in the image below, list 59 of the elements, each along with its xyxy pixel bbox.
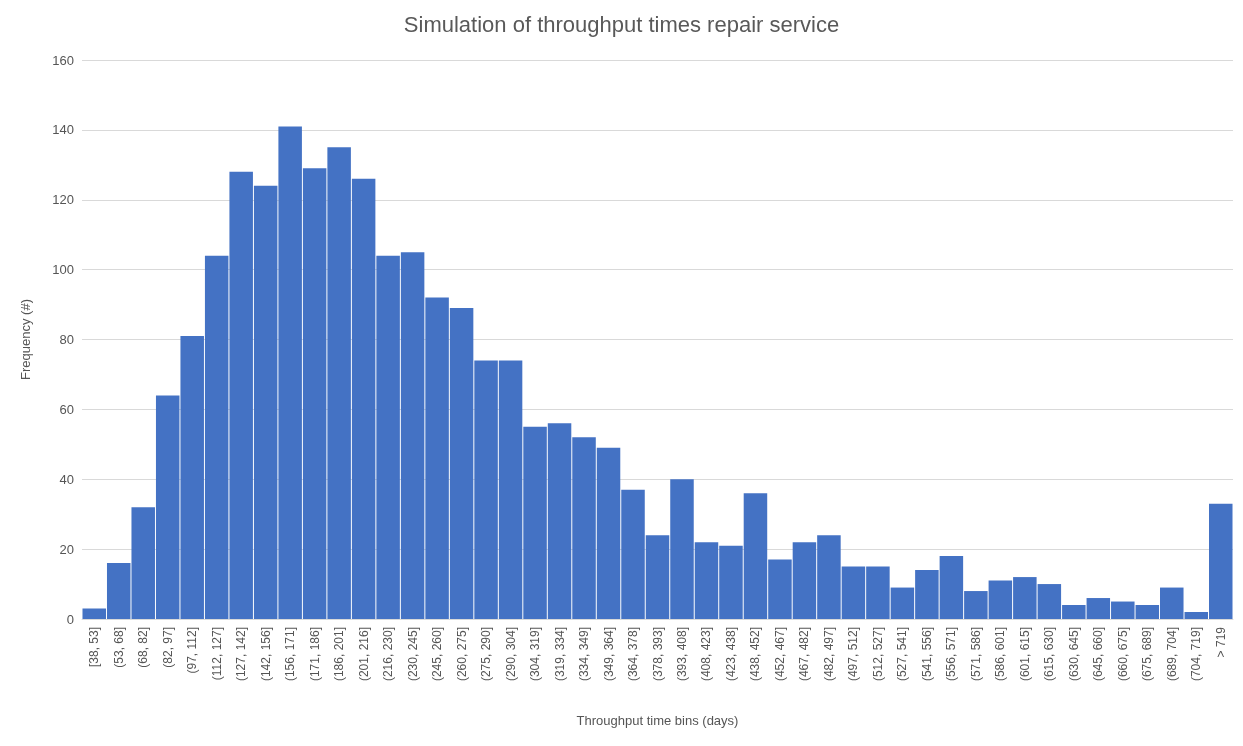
y-tick-label: 60 bbox=[59, 401, 74, 417]
x-tick-label: (186, 201] bbox=[332, 627, 347, 682]
y-tick-label: 120 bbox=[52, 192, 74, 208]
x-tick-label: (334, 349] bbox=[577, 627, 592, 682]
x-tick-label: (615, 630] bbox=[1042, 627, 1057, 682]
x-tick-label: (349, 364] bbox=[601, 627, 616, 682]
x-tick-label: (467, 482] bbox=[797, 627, 812, 682]
x-tick-label: (245, 260] bbox=[430, 627, 445, 682]
x-tick-label: (527, 541] bbox=[895, 627, 910, 682]
x-tick-label: > 719 bbox=[1213, 626, 1228, 658]
x-tick-label: (142, 156] bbox=[258, 627, 273, 682]
x-tick-label: (438, 452] bbox=[748, 627, 763, 682]
x-tick-label: (541, 556] bbox=[919, 627, 934, 682]
x-tick-label: (675, 689] bbox=[1140, 627, 1155, 682]
x-tick-label: (452, 467] bbox=[772, 627, 787, 682]
x-tick-label: (68, 82] bbox=[136, 627, 151, 668]
y-tick-label: 0 bbox=[66, 611, 74, 627]
x-tick-label: (201, 216] bbox=[356, 627, 371, 682]
x-axis-title: Throughput time bins (days) bbox=[576, 713, 739, 728]
x-tick-label: (512, 527] bbox=[870, 627, 885, 682]
x-tick-label: [38, 53] bbox=[87, 627, 102, 668]
x-tick-label: (171, 186] bbox=[307, 627, 322, 682]
x-tick-label: (230, 245] bbox=[405, 627, 420, 682]
y-tick-label: 160 bbox=[52, 52, 74, 68]
x-tick-label: (586, 601] bbox=[993, 627, 1008, 682]
x-tick-label: (97, 112] bbox=[185, 627, 200, 674]
x-tick-label: (630, 645] bbox=[1066, 627, 1081, 682]
x-tick-label: (82, 97] bbox=[160, 627, 175, 668]
x-tick-label: (423, 438] bbox=[723, 627, 738, 682]
y-tick-label: 20 bbox=[59, 541, 74, 557]
x-tick-label: (704, 719] bbox=[1189, 627, 1204, 682]
chart-title: Simulation of throughput times repair service bbox=[403, 11, 840, 37]
x-tick-label: (319, 334] bbox=[552, 627, 567, 682]
x-tick-label: (216, 230] bbox=[381, 627, 396, 682]
y-tick-label: 80 bbox=[59, 332, 74, 347]
x-tick-label: (393, 408] bbox=[674, 627, 689, 682]
x-tick-label: (275, 290] bbox=[479, 627, 494, 682]
y-tick-label: 40 bbox=[59, 471, 74, 487]
x-tick-label: (689, 704] bbox=[1164, 627, 1179, 682]
x-tick-label: (601, 615] bbox=[1017, 627, 1032, 682]
x-tick-label: (127, 142] bbox=[234, 627, 249, 682]
y-tick-label: 140 bbox=[52, 122, 74, 138]
x-tick-label: (571, 586] bbox=[968, 627, 983, 682]
x-tick-label: (660, 675] bbox=[1115, 627, 1130, 682]
x-tick-label: (497, 512] bbox=[846, 627, 861, 682]
x-tick-label: (482, 497] bbox=[821, 627, 836, 682]
x-tick-label: (364, 378] bbox=[626, 627, 641, 682]
x-tick-label: (290, 304] bbox=[503, 627, 518, 682]
x-tick-label: (378, 393] bbox=[650, 627, 665, 682]
x-tick-label: (156, 171] bbox=[283, 627, 298, 682]
y-tick-label: 100 bbox=[52, 262, 74, 278]
x-tick-label: (556, 571] bbox=[944, 627, 959, 682]
y-axis-title: Frequency (#) bbox=[18, 299, 33, 380]
x-tick-label: (260, 275] bbox=[454, 627, 469, 682]
x-tick-label: (304, 319] bbox=[528, 627, 543, 682]
x-tick-label: (645, 660] bbox=[1091, 627, 1106, 682]
x-tick-label: (408, 423] bbox=[699, 627, 714, 682]
x-tick-label: (53, 68] bbox=[111, 627, 126, 668]
x-tick-label: (112, 127] bbox=[209, 627, 224, 681]
